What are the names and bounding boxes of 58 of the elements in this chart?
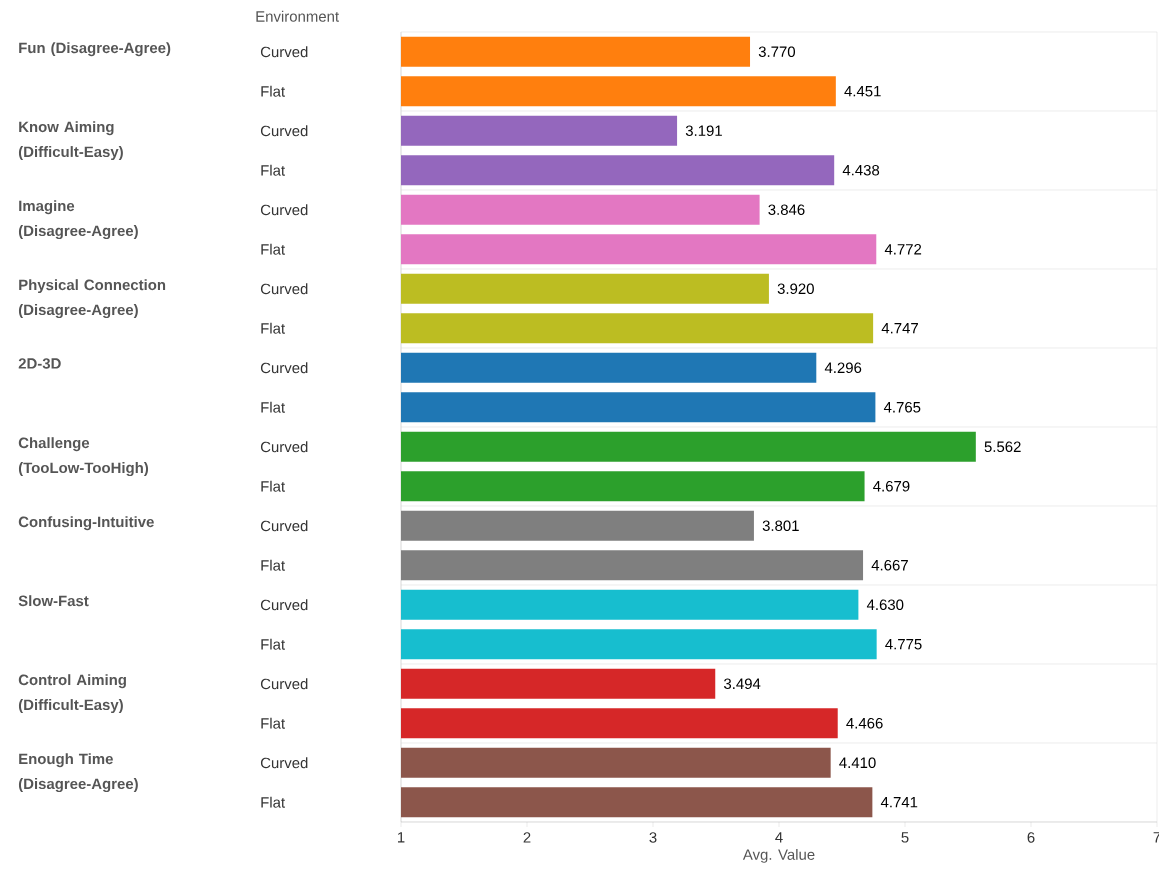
y-tick-label: Flat [261, 717, 285, 729]
y-tick-label: Flat [261, 243, 285, 255]
y-tick-label: Curved [260, 204, 308, 216]
y-axis-title: Physical Connection (Disagree-Agree) [18, 279, 166, 319]
y-tick-label: Curved [260, 283, 308, 295]
y-tick-label: Curved [260, 125, 308, 137]
y-axis-title: Enough Time (Disagree-Agree) [18, 753, 138, 793]
y-tick-label: Flat [261, 401, 285, 413]
data-label: 4.296 [824, 362, 862, 374]
y-axis-title: 2D-3D [18, 358, 61, 369]
y-axis-title: Fun (Disagree-Agree) [19, 42, 171, 57]
y-axis-title: Slow-Fast [18, 595, 89, 607]
y-tick-label: Flat [261, 638, 285, 650]
data-label: 4.747 [881, 323, 918, 334]
data-label: 3.191 [685, 125, 722, 137]
y-tick-label: Flat [261, 164, 285, 176]
data-label: 4.451 [844, 86, 881, 97]
x-axis-title: Avg. Value [742, 848, 815, 863]
y-axis-title: Control Aiming (Difficult-Easy) [18, 674, 126, 714]
data-label: 5.562 [984, 441, 1021, 453]
y-tick-label: Curved [260, 757, 308, 769]
y-tick-label: Curved [260, 441, 308, 453]
data-label: 4.630 [866, 599, 904, 611]
data-label: 4.410 [839, 757, 876, 769]
data-label: 4.438 [842, 164, 880, 176]
x-tick-label: 6 [1027, 832, 1035, 843]
x-tick-label: 3 [649, 832, 657, 843]
data-label: 4.679 [873, 480, 910, 492]
data-label: 3.801 [762, 520, 799, 532]
y-axis-title: Know Aiming (Difficult-Easy) [18, 121, 123, 161]
x-tick-label: 4 [775, 832, 783, 843]
y-tick-label: Flat [261, 796, 285, 808]
data-label: 4.772 [884, 244, 922, 255]
data-label: 4.741 [880, 797, 918, 808]
y-axis-title: Confusing-Intuitive [18, 516, 154, 531]
x-tick-label: 5 [901, 832, 909, 843]
x-tick-label: 2 [523, 832, 531, 843]
y-tick-label: Curved [260, 678, 308, 690]
y-tick-label: Flat [261, 322, 285, 334]
data-label: 3.846 [768, 204, 805, 216]
y-tick-label: Flat [261, 559, 285, 571]
data-label: 4.466 [846, 717, 883, 729]
y-tick-label: Curved [260, 46, 308, 58]
y-tick-label: Flat [261, 85, 285, 97]
data-label: 3.770 [758, 46, 796, 58]
y-tick-label: Curved [260, 599, 308, 611]
data-label: 4.775 [885, 639, 922, 650]
chart-title: Environment [256, 10, 339, 22]
data-label: 4.765 [883, 401, 921, 413]
y-tick-label: Flat [261, 480, 285, 492]
y-axis-title: Imagine (Disagree-Agree) [18, 200, 138, 240]
data-label: 3.494 [723, 678, 761, 690]
y-axis-title: Challenge (TooLow-TooHigh) [18, 437, 149, 477]
x-tick-label: 1 [397, 832, 405, 843]
y-tick-label: Curved [260, 362, 308, 374]
data-label: 4.667 [871, 559, 908, 571]
y-tick-label: Curved [260, 520, 308, 532]
data-label: 3.920 [777, 283, 814, 295]
